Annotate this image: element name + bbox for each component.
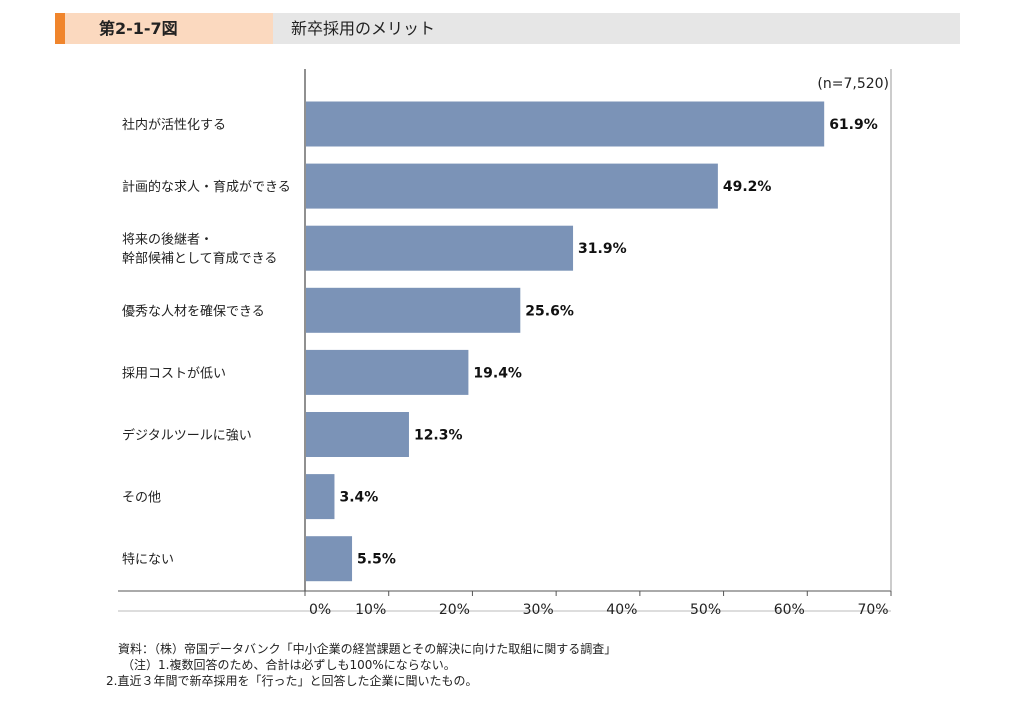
bar bbox=[306, 101, 825, 147]
bar bbox=[306, 349, 469, 395]
x-tick-label: 40% bbox=[606, 602, 637, 618]
bar bbox=[306, 287, 521, 333]
category-label: 特にない bbox=[122, 553, 174, 568]
x-tick-label: 20% bbox=[439, 602, 470, 618]
category-label: 優秀な人材を確保できる bbox=[122, 303, 265, 319]
data-label: 12.3% bbox=[414, 428, 463, 444]
bar bbox=[306, 536, 353, 582]
source-note: 資料：（株）帝国データバンク「中小企業の経営課題とその解決に向けた取組に関する調… bbox=[118, 642, 617, 656]
category-label: その他 bbox=[122, 491, 161, 506]
x-tick-label: 50% bbox=[690, 602, 721, 618]
data-label: 19.4% bbox=[473, 365, 522, 381]
bar bbox=[306, 163, 718, 209]
figure-header: 第2-1-7図 新卒採用のメリット bbox=[55, 13, 960, 44]
data-label: 31.9% bbox=[578, 241, 627, 257]
footnote-2: 2.直近３年間で新卒採用を「行った」と回答した企業に聞いたもの。 bbox=[106, 674, 478, 688]
data-label: 25.6% bbox=[525, 303, 574, 319]
figure-title: 新卒採用のメリット bbox=[291, 19, 436, 38]
data-label: 3.4% bbox=[339, 490, 378, 506]
bar bbox=[306, 412, 409, 457]
category-label: 幹部候補として育成できる bbox=[122, 251, 277, 267]
bar bbox=[306, 225, 574, 271]
data-label: 5.5% bbox=[357, 552, 396, 568]
sample-size-note: (n=7,520) bbox=[817, 76, 889, 92]
x-tick-label: 10% bbox=[355, 602, 386, 618]
footnote-1: （注）1.複数回答のため、合計は必ずしも100%にならない。 bbox=[122, 658, 456, 672]
figure-notes: 資料：（株）帝国データバンク「中小企業の経営課題とその解決に向けた取組に関する調… bbox=[106, 641, 617, 689]
category-label: 採用コストが低い bbox=[122, 366, 226, 381]
header-accent-bar bbox=[55, 13, 65, 44]
category-label: 将来の後継者・ bbox=[122, 233, 213, 248]
x-tick-label: 30% bbox=[523, 602, 554, 618]
category-label: 計画的な求人・育成ができる bbox=[122, 179, 291, 195]
data-label: 49.2% bbox=[723, 179, 772, 195]
bar bbox=[306, 474, 335, 520]
data-label: 61.9% bbox=[829, 117, 878, 133]
x-tick-label: 60% bbox=[774, 602, 805, 618]
category-label: デジタルツールに強い bbox=[122, 428, 252, 444]
figure-number: 第2-1-7図 bbox=[65, 13, 273, 44]
category-label: 社内が活性化する bbox=[122, 117, 226, 133]
x-tick-label: 0% bbox=[309, 602, 331, 618]
x-tick-label: 70% bbox=[857, 602, 888, 618]
